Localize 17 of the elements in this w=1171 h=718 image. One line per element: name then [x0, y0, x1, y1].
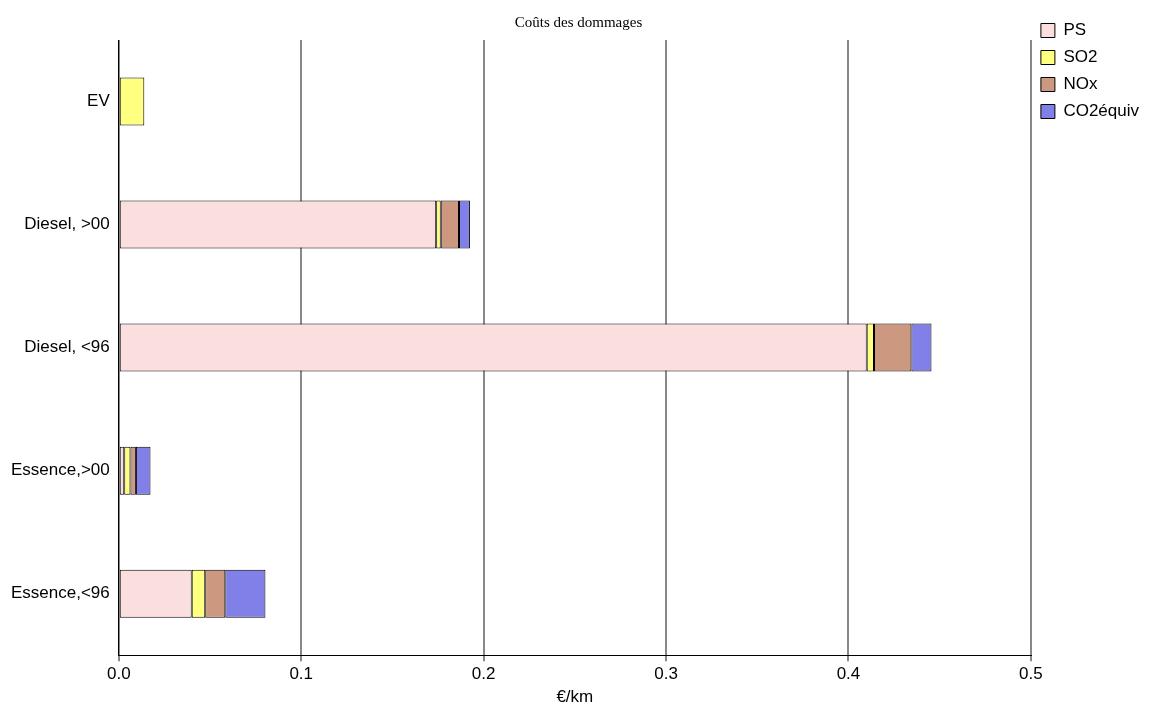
x-axis-title: €/km: [556, 687, 594, 707]
x-tick-label: 0.4: [836, 664, 861, 684]
x-tick-label: 0.2: [471, 664, 496, 684]
legend-label: NOx: [1063, 74, 1098, 94]
y-tick-label: Essence,<96: [11, 583, 110, 603]
legend-label: SO2: [1063, 47, 1098, 67]
legend-label: PS: [1063, 20, 1087, 40]
x-tick-label: 0.3: [654, 664, 678, 684]
chart-title: Coûts des dommages: [514, 13, 643, 30]
y-tick-label: Essence,>00: [11, 460, 110, 480]
x-tick-label: 0.1: [289, 664, 314, 684]
y-tick-label: Diesel, <96: [24, 337, 110, 357]
legend-label: CO2équiv: [1063, 101, 1140, 121]
y-tick-label: EV: [87, 91, 111, 111]
x-tick-label: 0.5: [1019, 664, 1043, 684]
x-tick-label: 0.0: [106, 664, 131, 684]
y-tick-label: Diesel, >00: [24, 214, 110, 234]
